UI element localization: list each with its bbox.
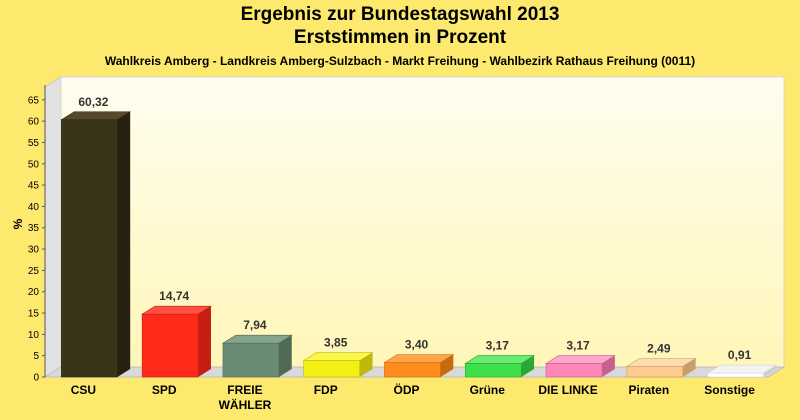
bar-side xyxy=(682,358,696,377)
x-tick-label: FDP xyxy=(314,383,338,397)
chart-subtitle: Erststimmen in Prozent xyxy=(293,27,507,48)
bar-side xyxy=(602,355,615,377)
bar-front xyxy=(303,360,361,378)
data-label: 2,49 xyxy=(647,341,671,355)
bar-front xyxy=(545,363,603,378)
left-wall xyxy=(44,76,62,378)
y-tick-label: 5 xyxy=(33,351,39,362)
data-label: 3,85 xyxy=(324,336,348,350)
y-tick-label: 50 xyxy=(28,159,40,170)
bar-top xyxy=(706,364,778,374)
bar-side xyxy=(763,365,777,377)
bar-top xyxy=(464,355,536,364)
y-tick-label: 0 xyxy=(33,373,39,384)
data-label: 3,17 xyxy=(566,338,590,352)
bar-top xyxy=(60,111,132,121)
bar-top xyxy=(141,305,213,315)
x-tick-label: Sonstige xyxy=(704,383,755,397)
bar-side xyxy=(117,111,131,378)
data-label: 7,94 xyxy=(243,318,267,332)
bar-front xyxy=(222,342,280,378)
bar-spd: 14,74 xyxy=(141,289,213,378)
y-tick-label: 30 xyxy=(28,245,40,256)
bar-sonstige: 0,91 xyxy=(706,348,778,378)
bar-front xyxy=(626,366,684,378)
x-tick-label: Piraten xyxy=(628,383,669,397)
bar-piraten: 2,49 xyxy=(625,341,697,378)
y-axis-label: % xyxy=(11,218,25,229)
data-label: 60,32 xyxy=(78,95,108,109)
y-axis: 0 5 10 15 20 25 30 35 40 45 50 55 60 65 xyxy=(28,85,46,384)
y-tick-label: 60 xyxy=(28,117,40,128)
x-tick-label: CSU xyxy=(71,383,96,397)
y-tick-label: 10 xyxy=(28,330,40,341)
bar-grüne: 3,17 xyxy=(464,338,536,378)
chart-title: Ergebnis zur Bundestagswahl 2013 xyxy=(240,4,560,25)
x-tick-label: Grüne xyxy=(470,383,506,397)
bar-side xyxy=(521,355,535,377)
bar-front xyxy=(707,372,764,378)
bar-die-linke: 3,17 xyxy=(545,338,616,378)
x-tick-label: ÖDP xyxy=(393,382,419,397)
bar-csu: 60,32 xyxy=(60,95,132,378)
data-label: 14,74 xyxy=(159,289,189,303)
y-tick-label: 65 xyxy=(28,95,40,106)
x-tick-label: DIE LINKE xyxy=(538,383,597,397)
y-tick-label: 55 xyxy=(28,138,40,149)
y-tick-label: 15 xyxy=(28,309,40,320)
y-tick-label: 20 xyxy=(28,287,40,298)
bar-top xyxy=(545,355,616,364)
bar-top xyxy=(383,354,455,363)
x-axis-labels: CSU SPD FREIE WÄHLER FDP ÖDP Grüne DIE LINKE Pir… xyxy=(71,382,756,412)
bar-side xyxy=(440,354,454,377)
chart-description: Wahlkreis Amberg - Landkreis Amberg-Sulz… xyxy=(104,54,696,68)
bar-front xyxy=(384,362,441,378)
bar-ödp: 3,40 xyxy=(383,338,455,378)
bar-fdp: 3,85 xyxy=(302,336,374,378)
data-label: 0,91 xyxy=(728,348,752,362)
bar-side xyxy=(198,306,211,377)
bar-top xyxy=(302,352,374,361)
bar-top xyxy=(625,358,697,367)
bar-front xyxy=(464,363,522,378)
bar-top xyxy=(221,334,293,344)
y-tick-label: 25 xyxy=(28,266,40,277)
bar-side xyxy=(278,335,292,377)
bar-front xyxy=(141,313,199,378)
x-tick-label: FREIE WÄHLER xyxy=(219,383,272,412)
y-tick-label: 35 xyxy=(28,223,40,234)
bars: 60,32 14,74 7,94 3,85 3,40 3,17 3,17 2,49 0,91 xyxy=(60,95,778,378)
data-label: 3,17 xyxy=(486,338,510,352)
bar-front xyxy=(61,119,118,378)
y-tick-label: 45 xyxy=(28,181,40,192)
data-label: 3,40 xyxy=(405,338,429,352)
y-tick-label: 40 xyxy=(28,202,40,213)
bar-freie-wähler: 7,94 xyxy=(221,318,293,378)
x-tick-label: SPD xyxy=(152,383,177,397)
